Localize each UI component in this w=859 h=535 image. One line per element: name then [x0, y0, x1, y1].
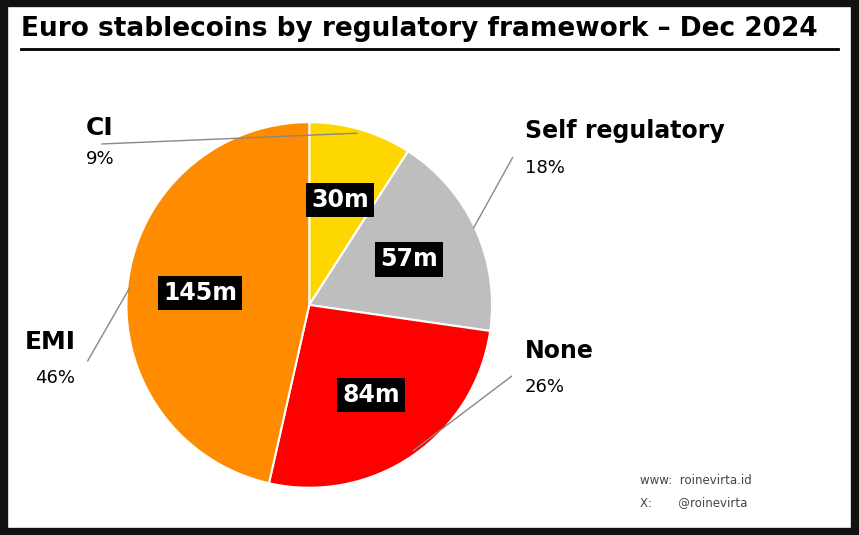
Text: Euro stablecoins by regulatory framework – Dec 2024: Euro stablecoins by regulatory framework… [21, 16, 818, 42]
Text: 84m: 84m [343, 383, 400, 407]
Text: 26%: 26% [525, 378, 565, 396]
Text: X:       @roinevirta: X: @roinevirta [640, 495, 747, 509]
Text: 18%: 18% [525, 159, 565, 177]
Text: 145m: 145m [163, 281, 237, 305]
Wedge shape [269, 305, 490, 488]
Text: 46%: 46% [35, 369, 76, 387]
Text: 57m: 57m [381, 247, 438, 271]
Text: EMI: EMI [24, 330, 76, 354]
Wedge shape [309, 151, 492, 331]
Text: www:  roinevirta.id: www: roinevirta.id [640, 474, 752, 487]
Text: None: None [525, 339, 594, 363]
Wedge shape [309, 122, 408, 305]
Text: 9%: 9% [86, 150, 115, 167]
Text: CI: CI [86, 116, 114, 140]
Wedge shape [126, 122, 309, 483]
Text: Self regulatory: Self regulatory [525, 119, 725, 143]
Text: 30m: 30m [311, 188, 369, 212]
